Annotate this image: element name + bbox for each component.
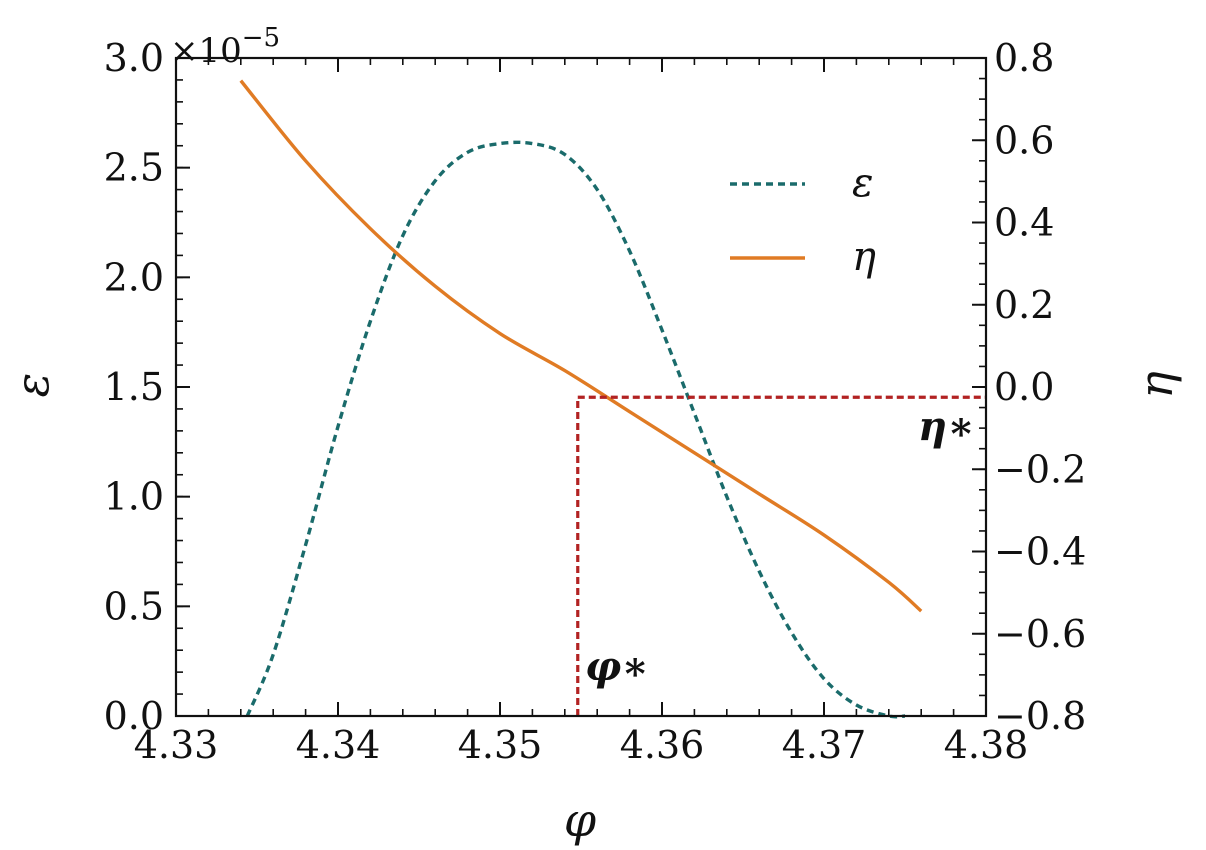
y-axis-right: −0.8 −0.6 −0.4 −0.2 0.0 0.2 0.4 0.6 0.8 <box>972 36 1086 738</box>
y-right-tick-label: 0.4 <box>994 201 1054 245</box>
y-right-tick-label: −0.8 <box>994 694 1086 738</box>
y-axis-right-label: η <box>1129 371 1183 399</box>
x-axis: 4.33 4.34 4.35 4.36 4.37 4.38 <box>134 58 1029 767</box>
x-tick-label: 4.33 <box>134 723 219 767</box>
series-line-epsilon <box>245 140 906 719</box>
x-tick-label: 4.36 <box>620 723 705 767</box>
y-right-tick-label: 0.6 <box>994 118 1054 162</box>
phi-star-label: φ∗ <box>585 643 649 690</box>
x-tick-label: 4.34 <box>296 723 381 767</box>
plot-frame <box>174 56 988 718</box>
y-right-tick-label: 0.2 <box>994 283 1054 327</box>
y-left-tick-label: 2.5 <box>104 146 164 190</box>
series-line-eta <box>239 79 923 613</box>
x-axis-label: φ <box>564 793 597 847</box>
x-tick-label: 4.38 <box>944 723 1029 767</box>
y-left-tick-label: 1.0 <box>104 475 164 519</box>
y-right-tick-label: 0.0 <box>994 365 1054 409</box>
y-left-tick-label: 3.0 <box>104 36 164 80</box>
y-right-tick-label: −0.6 <box>994 612 1086 656</box>
y-axis-left-label: ε <box>5 373 59 398</box>
legend-label-eta: η <box>852 234 876 280</box>
y-left-scale-base: ×10 <box>170 31 242 71</box>
y-right-tick-label: −0.2 <box>994 447 1086 491</box>
y-left-scale-label: ×10−5 <box>170 23 280 71</box>
y-left-tick-label: 0.0 <box>104 694 164 738</box>
y-right-tick-label: 0.8 <box>994 36 1054 80</box>
legend: εη <box>730 160 876 280</box>
y-right-tick-label: −0.4 <box>994 530 1086 574</box>
y-left-tick-label: 0.5 <box>104 584 164 628</box>
x-tick-label: 4.35 <box>458 723 543 767</box>
x-tick-label: 4.37 <box>782 723 867 767</box>
y-left-tick-label: 1.5 <box>104 365 164 409</box>
y-left-scale-exponent: −5 <box>242 23 280 53</box>
legend-label-epsilon: ε <box>852 160 873 206</box>
eta-star-label: η∗ <box>918 403 975 450</box>
curves <box>239 79 923 719</box>
y-left-tick-label: 2.0 <box>104 255 164 299</box>
reference-lines <box>576 395 986 716</box>
y-axis-left: 0.0 0.5 1.0 1.5 2.0 2.5 3.0 <box>104 36 190 738</box>
